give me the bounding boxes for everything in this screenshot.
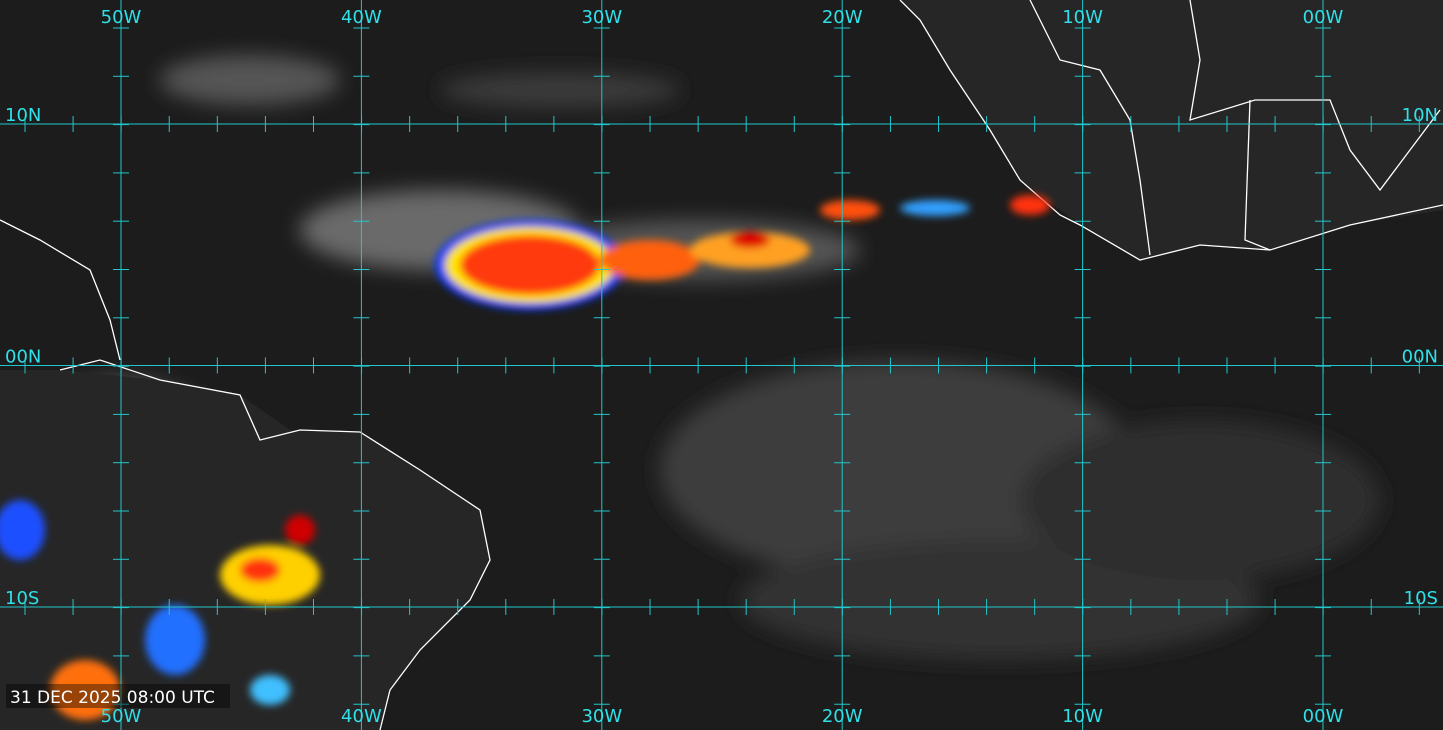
lat-label: 00N bbox=[1402, 347, 1438, 368]
lon-label: 10W bbox=[1062, 7, 1103, 28]
convection bbox=[0, 195, 1050, 720]
lon-label: 50W bbox=[101, 706, 142, 727]
lat-label: 00N bbox=[5, 347, 41, 368]
lon-label: 30W bbox=[581, 7, 622, 28]
lon-label: 20W bbox=[822, 706, 863, 727]
lon-label: 30W bbox=[581, 706, 622, 727]
timestamp-bg bbox=[6, 684, 230, 708]
lon-label: 00W bbox=[1303, 706, 1344, 727]
lon-label: 40W bbox=[341, 7, 382, 28]
lat-label: 10S bbox=[1404, 588, 1438, 609]
timestamp: 31 DEC 2025 08:00 UTC bbox=[10, 688, 215, 708]
lon-label: 40W bbox=[341, 706, 382, 727]
lon-label: 10W bbox=[1062, 706, 1103, 727]
lat-label: 10N bbox=[5, 105, 41, 126]
lat-label: 10N bbox=[1402, 105, 1438, 126]
lon-label: 20W bbox=[822, 7, 863, 28]
lon-label: 00W bbox=[1303, 7, 1344, 28]
lat-label: 10S bbox=[5, 588, 39, 609]
lon-label: 50W bbox=[101, 7, 142, 28]
